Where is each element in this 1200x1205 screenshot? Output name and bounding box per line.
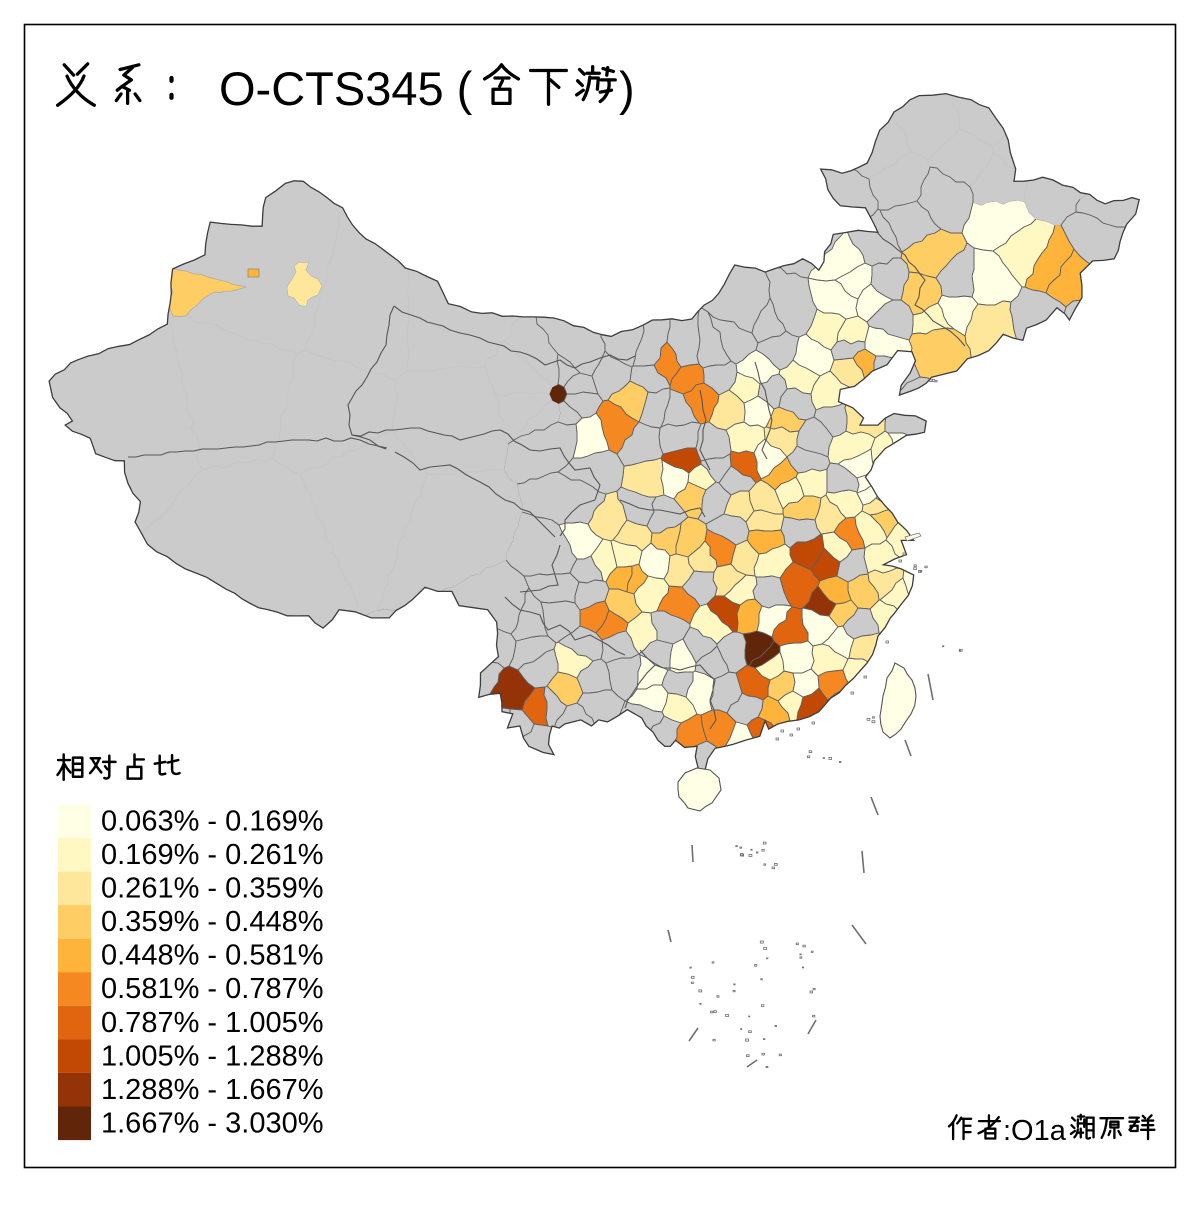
svg-text:1.288% - 1.667%: 1.288% - 1.667%	[101, 1074, 323, 1106]
svg-text::O1a: :O1a	[1003, 1115, 1067, 1147]
svg-text:): )	[619, 62, 635, 115]
svg-text:1.667% - 3.030%: 1.667% - 3.030%	[101, 1108, 323, 1140]
svg-text:0.063% - 0.169%: 0.063% - 0.169%	[101, 806, 323, 838]
svg-text:0.359% - 0.448%: 0.359% - 0.448%	[101, 906, 323, 938]
svg-text:0.448% - 0.581%: 0.448% - 0.581%	[101, 940, 323, 972]
svg-text:O-CTS345 (: O-CTS345 (	[219, 62, 473, 115]
svg-text:1.005% - 1.288%: 1.005% - 1.288%	[101, 1040, 323, 1072]
svg-text:0.787% - 1.005%: 0.787% - 1.005%	[101, 1007, 323, 1039]
svg-text:0.169% - 0.261%: 0.169% - 0.261%	[101, 839, 323, 871]
svg-text:0.581% - 0.787%: 0.581% - 0.787%	[101, 973, 323, 1005]
svg-text:0.261% - 0.359%: 0.261% - 0.359%	[101, 873, 323, 905]
